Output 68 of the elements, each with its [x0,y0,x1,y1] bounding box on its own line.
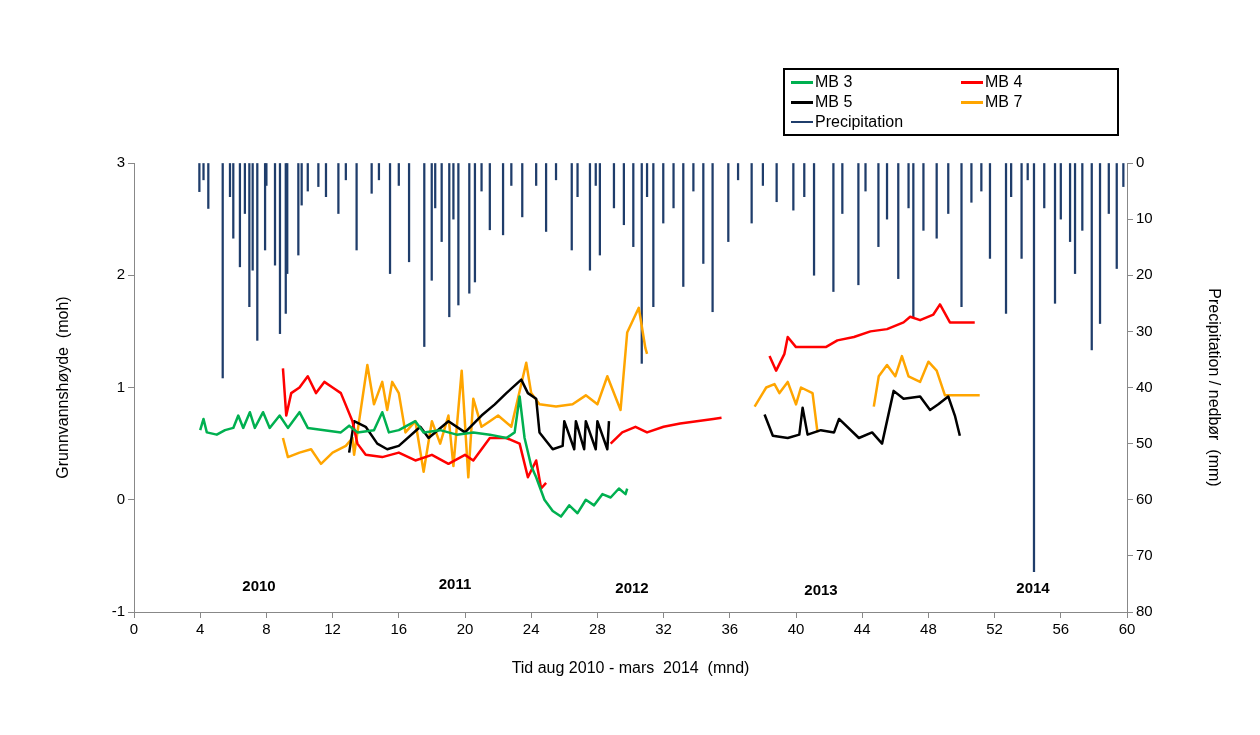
y2-tick-label: 60 [1136,489,1153,507]
bar [761,163,765,186]
x-tick-label: 0 [129,620,139,638]
bar [452,163,455,220]
y2-tick-label: 0 [1136,153,1145,171]
bar [535,163,538,186]
bar [594,163,597,186]
y2-tick-label: 20 [1136,265,1153,283]
bar [457,163,460,306]
bar [922,163,925,231]
y2-tick-label: 80 [1136,602,1153,620]
bar [480,163,483,192]
x-tick-label: 24 [522,620,540,638]
y-tick-label: -1 [111,602,125,620]
bar [576,163,579,198]
bar [711,163,714,313]
bar [832,163,835,292]
legend-label: MB 3 [815,73,853,91]
bar [692,163,695,192]
legend-label: Precipitation [815,113,904,131]
y2-tick-label: 40 [1136,377,1153,395]
x-tick-label: 48 [920,620,937,638]
legend-label: MB 7 [985,93,1023,111]
y2-tick-label: 30 [1136,321,1153,339]
bar [370,163,373,194]
x-tick-label: 16 [390,620,408,638]
x-axis-title: Tid aug 2010 - mars 2014 (mnd) [511,658,750,676]
bar [198,163,201,192]
x-tick-label: 40 [787,620,805,638]
x-tick-label: 28 [589,620,606,638]
x-tick-label: 52 [986,620,1003,638]
annotation: 2010 [242,577,276,595]
bar [1020,163,1023,259]
x-tick-label: 32 [655,620,672,638]
y-tick-label: 3 [116,153,125,171]
y-tick-label: 0 [116,489,125,507]
annotation: 2013 [804,581,838,599]
bar [864,163,867,192]
annotation: 2011 [438,575,472,593]
y-tick-label: 2 [116,265,125,283]
annotation: 2014 [1016,579,1051,597]
bar [877,163,880,247]
x-tick-label: 12 [324,620,341,638]
bar [970,163,973,203]
y2-axis-title: Precipitation / nedbør (mm) [1205,288,1223,487]
bar [672,163,675,209]
bar [337,163,340,214]
bar [960,163,963,308]
bar [907,163,910,209]
y-axis-title: Grunnvannshøyde (moh) [54,296,72,479]
legend-label: MB 4 [985,73,1023,91]
bar [397,163,400,186]
x-tick-label: 4 [196,620,205,638]
y2-tick-label: 50 [1136,433,1153,451]
x-tick-label: 56 [1052,620,1070,638]
x-tick-label: 36 [721,620,739,638]
annotation: 2012 [615,579,649,597]
legend-label: MB 5 [815,93,853,111]
bar [510,163,513,186]
x-tick-label: 60 [1118,620,1136,638]
y-tick-label: 1 [116,377,125,395]
x-tick-label: 8 [262,620,271,638]
bar [355,163,358,251]
bar [857,163,860,286]
y2-tick-label: 70 [1136,546,1153,564]
x-tick-label: 44 [853,620,871,638]
x-tick-label: 20 [456,620,474,638]
y2-tick-label: 10 [1136,209,1153,227]
